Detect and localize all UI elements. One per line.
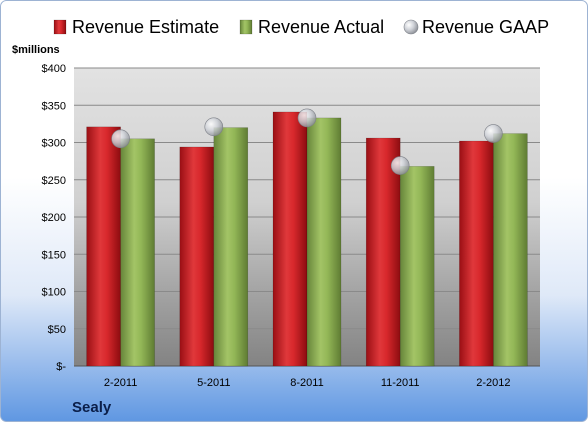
legend: Revenue Estimate Revenue Actual Revenue GA… bbox=[53, 17, 549, 37]
gaap-marker bbox=[297, 108, 317, 128]
estimate-bar bbox=[459, 140, 494, 367]
estimate-bar bbox=[179, 146, 215, 367]
x-tick-label: 5-2011 bbox=[197, 377, 230, 389]
y-tick-label: $50 bbox=[48, 324, 66, 336]
estimate-bar bbox=[365, 137, 401, 367]
x-tick-label: 11-2011 bbox=[381, 377, 420, 389]
legend-label: Revenue Estimate bbox=[72, 17, 219, 37]
actual-bar bbox=[399, 166, 435, 367]
y-tick-label: $- bbox=[56, 361, 66, 373]
y-tick-label: $350 bbox=[42, 100, 66, 112]
y-tick-label: $300 bbox=[42, 138, 66, 150]
actual-bar bbox=[120, 138, 155, 367]
y-tick-label: $400 bbox=[42, 63, 66, 75]
x-axis-ticks: 2-2011 5-2011 8-2011 11-2011 2-2012 bbox=[104, 377, 511, 389]
company-label: Sealy bbox=[72, 399, 112, 416]
x-tick-label: 2-2011 bbox=[104, 377, 137, 389]
y-tick-label: $250 bbox=[42, 175, 66, 187]
unit-label: $millions bbox=[12, 44, 60, 56]
gaap-marker bbox=[484, 124, 503, 143]
legend-label: Revenue GAAP bbox=[422, 17, 549, 37]
legend-swatch bbox=[403, 19, 419, 35]
y-axis-ticks: $- $50 $100 $150 $200 $250 $300 $350 $400 bbox=[42, 63, 67, 373]
legend-swatch bbox=[239, 19, 253, 35]
actual-bar bbox=[213, 127, 249, 367]
gaap-marker bbox=[111, 129, 130, 149]
estimate-bar bbox=[272, 111, 308, 367]
bars bbox=[86, 111, 528, 367]
gaap-markers bbox=[111, 108, 503, 175]
legend-label: Revenue Actual bbox=[258, 17, 384, 37]
gaap-marker bbox=[204, 117, 224, 137]
actual-bar bbox=[493, 133, 528, 367]
legend-swatch bbox=[53, 19, 67, 35]
estimate-bar bbox=[86, 126, 121, 367]
y-tick-label: $200 bbox=[42, 212, 66, 224]
y-tick-label: $150 bbox=[42, 249, 66, 261]
x-tick-label: 8-2011 bbox=[290, 377, 323, 389]
actual-bar bbox=[306, 117, 342, 367]
x-tick-label: 2-2012 bbox=[476, 377, 510, 389]
y-tick-label: $100 bbox=[42, 287, 66, 299]
gaap-marker bbox=[390, 156, 410, 175]
